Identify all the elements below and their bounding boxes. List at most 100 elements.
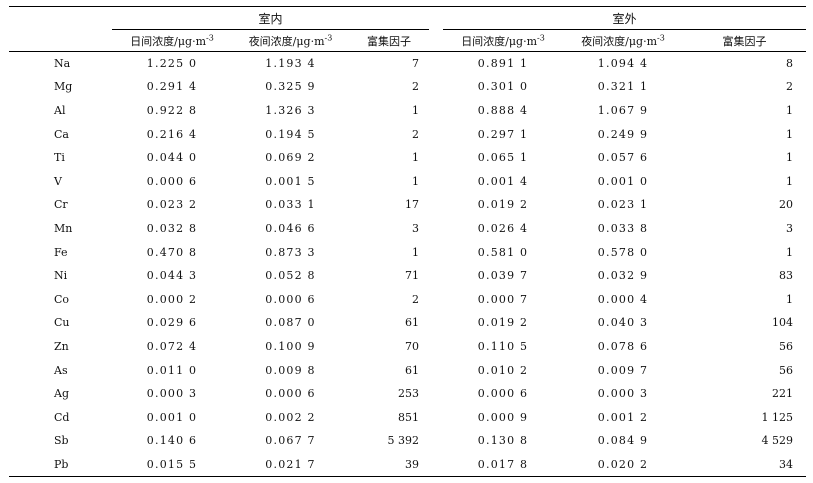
table-row: Al 0.922 8 1.326 3 1 0.888 4 1.067 9 1: [9, 99, 806, 123]
outdoor-night-cell: 0.078 6: [597, 339, 649, 353]
indoor-day-cell: 0.072 4: [146, 339, 198, 353]
indoor-day-cell: 0.044 0: [146, 151, 198, 165]
element-cell: Cd: [54, 410, 70, 424]
outdoor-night-cell: 1.067 9: [597, 103, 649, 117]
outdoor-day-cell: 0.130 8: [477, 434, 529, 448]
indoor-day-cell: 0.044 3: [146, 269, 198, 283]
indoor-ef-header: 富集因子: [349, 29, 429, 52]
outdoor-ef-header: 富集因子: [683, 29, 806, 52]
indoor-day-cell: 0.140 6: [146, 434, 198, 448]
outdoor-night-cell: 0.020 2: [597, 457, 649, 471]
indoor-night-cell: 0.873 3: [265, 245, 316, 259]
table-row: Cd 0.001 0 0.002 2 851 0.000 9 0.001 2 1 125: [9, 405, 806, 429]
indoor-night-cell: 0.052 8: [265, 269, 316, 283]
indoor-night-cell: 0.001 5: [265, 174, 316, 188]
outdoor-ef-cell: 1: [786, 292, 793, 306]
element-cell: Ca: [54, 127, 69, 141]
outdoor-ef-cell: 1: [786, 151, 793, 165]
element-cell: Na: [54, 57, 71, 71]
outdoor-night-cell: 0.057 6: [597, 151, 649, 165]
indoor-day-cell: 0.291 4: [146, 80, 198, 94]
outdoor-day-cell: 0.301 0: [477, 80, 529, 94]
outdoor-ef-cell: 20: [779, 198, 793, 212]
indoor-ef-cell: 39: [405, 457, 419, 471]
table-row: V 0.000 6 0.001 5 1 0.001 4 0.001 0 1: [9, 169, 806, 193]
indoor-ef-cell: 2: [412, 127, 419, 141]
indoor-ef-cell: 71: [405, 269, 419, 283]
outdoor-night-header: 夜间浓度/μg·m-3: [563, 29, 683, 52]
outdoor-night-cell: 0.084 9: [597, 434, 649, 448]
outdoor-ef-cell: 1: [786, 103, 793, 117]
indoor-ef-cell: 1: [412, 103, 419, 117]
outdoor-ef-cell: 1: [786, 174, 793, 188]
header-blank: [9, 7, 112, 30]
table-body: Na 1.225 0 1.193 4 7 0.891 1 1.094 4 8 Mg 0.291 …: [9, 52, 806, 477]
outdoor-ef-cell: 34: [779, 457, 793, 471]
indoor-night-cell: 0.067 7: [265, 434, 316, 448]
outdoor-night-cell: 0.000 4: [597, 292, 649, 306]
element-cell: Ti: [54, 151, 65, 165]
element-column-header: [9, 29, 112, 52]
group-gap: [429, 7, 443, 30]
outdoor-day-cell: 0.001 4: [477, 174, 529, 188]
outdoor-night-cell: 0.033 8: [597, 221, 649, 235]
indoor-day-cell: 0.029 6: [146, 316, 198, 330]
gap-cell: [429, 358, 443, 382]
table-row: Ca 0.216 4 0.194 5 2 0.297 1 0.249 9 1: [9, 122, 806, 146]
table-row: Mn 0.032 8 0.046 6 3 0.026 4 0.033 8 3: [9, 217, 806, 241]
gap-cell: [429, 193, 443, 217]
indoor-ef-cell: 5 392: [387, 434, 420, 448]
table-row: Sb 0.140 6 0.067 7 5 392 0.130 8 0.084 9 4 529: [9, 429, 806, 453]
outdoor-group-header: 室外: [443, 6, 806, 30]
indoor-group-header: 室内: [112, 6, 429, 30]
outdoor-ef-cell: 2: [786, 80, 793, 94]
indoor-night-cell: 0.325 9: [265, 80, 316, 94]
outdoor-ef-cell: 1: [786, 127, 793, 141]
indoor-day-cell: 0.000 2: [146, 292, 198, 306]
concentration-table: 室内 室外 日间浓度/μg·m-3 夜间浓度/μg·m-3 富集因子 日间浓度/…: [9, 6, 806, 477]
gap-cell: [429, 169, 443, 193]
outdoor-day-cell: 0.888 4: [477, 103, 529, 117]
gap-cell: [429, 217, 443, 241]
outdoor-day-cell: 0.010 2: [477, 363, 529, 377]
element-cell: Pb: [54, 457, 69, 471]
indoor-night-cell: 1.193 4: [265, 57, 316, 71]
element-cell: Co: [54, 292, 70, 306]
outdoor-night-cell: 0.578 0: [597, 245, 649, 259]
indoor-night-cell: 0.009 8: [265, 363, 316, 377]
element-cell: Mn: [54, 221, 73, 235]
outdoor-ef-cell: 83: [779, 269, 793, 283]
outdoor-ef-cell: 56: [779, 339, 793, 353]
indoor-ef-cell: 253: [398, 387, 419, 401]
table-row: Ti 0.044 0 0.069 2 1 0.065 1 0.057 6 1: [9, 146, 806, 170]
outdoor-ef-cell: 4 529: [761, 434, 794, 448]
indoor-night-cell: 0.021 7: [265, 457, 316, 471]
table-row: Fe 0.470 8 0.873 3 1 0.581 0 0.578 0 1: [9, 240, 806, 264]
indoor-night-cell: 0.033 1: [265, 198, 316, 212]
indoor-night-cell: 0.087 0: [265, 316, 316, 330]
indoor-day-cell: 0.011 0: [146, 363, 198, 377]
element-cell: Zn: [54, 339, 69, 353]
outdoor-day-cell: 0.065 1: [477, 151, 529, 165]
gap-cell: [429, 453, 443, 477]
outdoor-day-cell: 0.000 7: [477, 292, 529, 306]
indoor-ef-cell: 61: [405, 316, 419, 330]
indoor-day-cell: 0.470 8: [146, 245, 198, 259]
outdoor-day-cell: 0.891 1: [477, 57, 529, 71]
indoor-ef-cell: 1: [412, 174, 419, 188]
outdoor-night-cell: 0.023 1: [597, 198, 649, 212]
outdoor-ef-cell: 104: [772, 316, 793, 330]
indoor-ef-cell: 851: [398, 410, 419, 424]
outdoor-ef-cell: 8: [786, 57, 793, 71]
outdoor-day-cell: 0.000 6: [477, 387, 529, 401]
outdoor-day-cell: 0.110 5: [477, 339, 529, 353]
gap-cell: [429, 146, 443, 170]
outdoor-ef-cell: 1: [786, 245, 793, 259]
indoor-night-cell: 0.100 9: [265, 339, 316, 353]
indoor-day-cell: 0.023 2: [146, 198, 198, 212]
indoor-night-cell: 0.069 2: [265, 151, 316, 165]
table-row: Na 1.225 0 1.193 4 7 0.891 1 1.094 4 8: [9, 52, 806, 76]
indoor-day-cell: 0.000 3: [146, 387, 198, 401]
gap-cell: [429, 405, 443, 429]
